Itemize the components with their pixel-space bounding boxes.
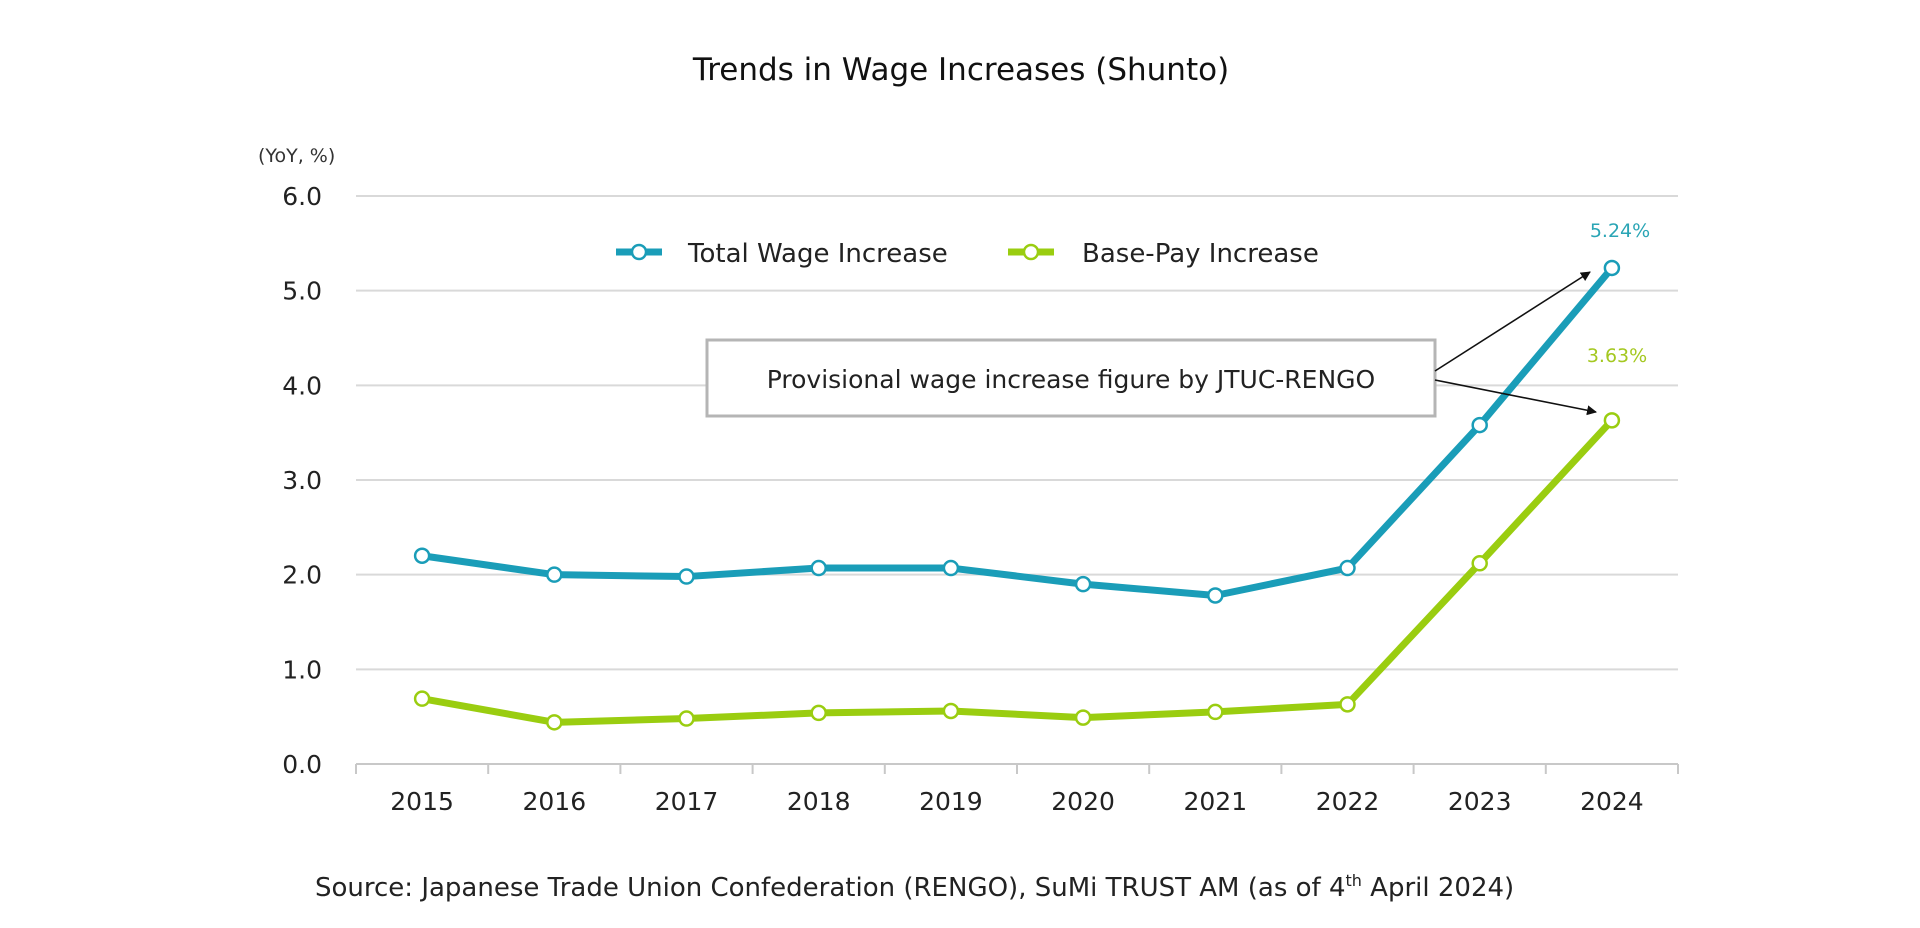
data-point: [1207, 587, 1224, 604]
data-point: [810, 704, 827, 722]
y-tick-label: 6.0: [282, 182, 322, 211]
x-tick-label: 2019: [919, 787, 983, 816]
legend: Total Wage Increase Base-Pay Increase: [616, 239, 1319, 269]
y-tick-label: 1.0: [282, 655, 322, 684]
x-tick-label: 2022: [1316, 787, 1380, 816]
annotation: Provisional wage increase figure by JTUC…: [705, 271, 1597, 418]
legend-base-label: Base-Pay Increase: [1082, 239, 1319, 269]
series-line: [421, 265, 1615, 599]
x-tick-label: 2017: [655, 787, 719, 816]
data-point: [1603, 259, 1621, 277]
data-point: [1339, 559, 1356, 577]
chart-title: Trends in Wage Increases (Shunto): [692, 52, 1229, 88]
data-point: [942, 559, 960, 577]
legend-total-label: Total Wage Increase: [687, 239, 948, 269]
x-tick-label: 2020: [1051, 787, 1115, 816]
data-point: [1603, 412, 1621, 429]
data-point: [1074, 709, 1092, 726]
x-tick-label: 2016: [522, 787, 586, 816]
data-point: [678, 568, 695, 585]
annotation-text: Provisional wage increase figure by JTUC…: [767, 365, 1375, 394]
y-tick-label: 5.0: [282, 277, 322, 306]
y-tick-label: 3.0: [282, 466, 322, 495]
legend-base-marker: [1022, 243, 1040, 261]
data-point: [546, 566, 563, 583]
data-point: [1471, 416, 1488, 434]
source-note: Source: Japanese Trade Union Confederati…: [315, 871, 1514, 903]
y-tick-label: 2.0: [282, 561, 322, 590]
data-point: [1471, 555, 1488, 572]
data-point: [413, 690, 431, 707]
series-line: [421, 417, 1615, 726]
annotation-box: [705, 338, 1437, 418]
x-tick-label: 2023: [1448, 787, 1512, 816]
x-tick-label: 2015: [390, 787, 454, 816]
end-label-base: 3.63%: [1587, 345, 1647, 367]
data-point: [678, 710, 695, 727]
y-tick-label: 0.0: [282, 750, 322, 779]
data-point: [1207, 703, 1224, 721]
data-point: [810, 559, 827, 577]
series-0: [413, 259, 1621, 604]
data-point: [942, 702, 960, 720]
end-label-total: 5.24%: [1590, 220, 1650, 242]
data-point: [413, 547, 431, 564]
data-point: [546, 714, 563, 731]
data-point: [1074, 575, 1092, 593]
annotation-arrow-total: [1434, 271, 1591, 372]
data-point: [1339, 696, 1356, 713]
x-tick-label: 2021: [1183, 787, 1247, 816]
y-tick-label: 4.0: [282, 371, 322, 400]
x-tick-label: 2024: [1580, 787, 1644, 816]
x-tick-label: 2018: [787, 787, 851, 816]
legend-total-marker: [630, 243, 648, 261]
annotation-arrow-base: [1434, 379, 1597, 416]
series-1: [413, 412, 1621, 731]
y-axis-label: (YoY, %): [258, 145, 335, 167]
